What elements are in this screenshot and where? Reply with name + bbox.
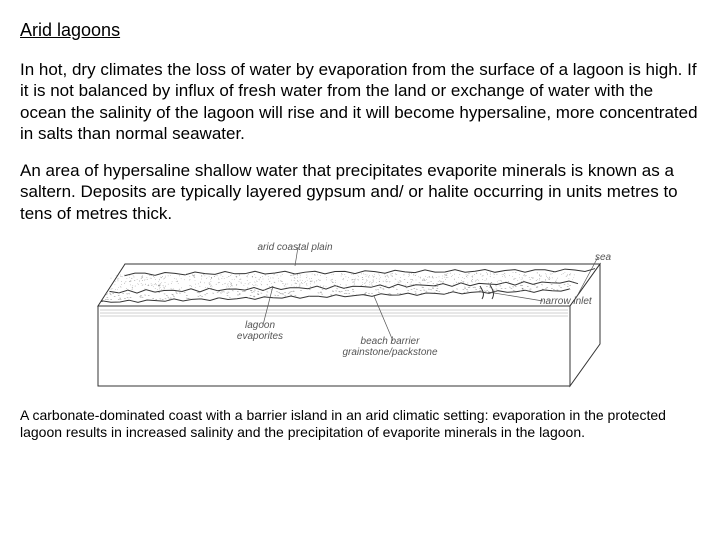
svg-text:lagoon: lagoon bbox=[245, 320, 275, 331]
arid-lagoon-diagram: arid coastal plain lagoonevaporites beach … bbox=[90, 236, 630, 401]
svg-text:evaporites: evaporites bbox=[237, 331, 283, 342]
svg-text:sea: sea bbox=[595, 252, 612, 263]
paragraph-1: In hot, dry climates the loss of water b… bbox=[20, 59, 700, 144]
paragraph-2: An area of hypersaline shallow water tha… bbox=[20, 160, 700, 224]
svg-text:narrow inlet: narrow inlet bbox=[540, 296, 593, 307]
figure-caption: A carbonate-dominated coast with a barri… bbox=[20, 407, 700, 442]
svg-text:beach barrier: beach barrier bbox=[361, 336, 421, 347]
section-title: Arid lagoons bbox=[20, 20, 700, 41]
svg-text:arid coastal plain: arid coastal plain bbox=[257, 242, 332, 253]
diagram-container: arid coastal plain lagoonevaporites beach … bbox=[20, 236, 700, 401]
svg-text:grainstone/packstone: grainstone/packstone bbox=[342, 347, 438, 358]
